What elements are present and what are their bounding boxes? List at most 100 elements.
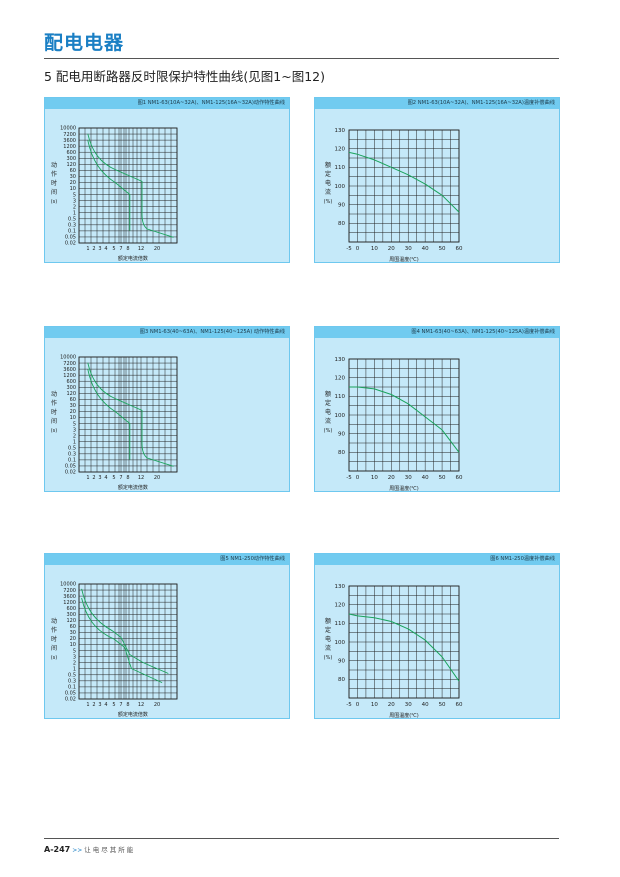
y-axis-label: 额 bbox=[325, 161, 331, 169]
chart-grid bbox=[348, 129, 460, 243]
lower-trip-curve bbox=[81, 597, 163, 684]
footer-slogan: 让电尽其所能 bbox=[84, 846, 136, 854]
y-axis-label: (%) bbox=[324, 428, 333, 434]
y-tick-label: 0.05 bbox=[65, 235, 76, 241]
y-tick-label: 600 bbox=[66, 150, 76, 156]
curve-group bbox=[81, 588, 169, 684]
y-tick-label: 120 bbox=[66, 391, 76, 397]
compensation-curve bbox=[348, 151, 460, 213]
x-tick-label: 40 bbox=[422, 475, 429, 481]
y-tick-label: 90 bbox=[338, 658, 345, 664]
y-axis-label: 电 bbox=[325, 179, 331, 187]
x-tick-label: 50 bbox=[439, 475, 446, 481]
y-tick-label: 0.5 bbox=[68, 445, 76, 451]
curve-group bbox=[87, 133, 174, 238]
y-axis-label: 时 bbox=[51, 635, 57, 643]
y-tick-label: 1200 bbox=[63, 144, 76, 150]
x-tick-label: 30 bbox=[405, 246, 412, 252]
y-axis-label: 作 bbox=[51, 399, 57, 407]
x-tick-label: 30 bbox=[405, 702, 412, 708]
x-tick-label: 50 bbox=[439, 702, 446, 708]
y-axis-label: 间 bbox=[51, 188, 57, 196]
y-tick-label: 0.1 bbox=[68, 685, 76, 691]
figure-5-panel: 图5 NM1-250动作特性曲线 10000 7200 3600 1200 600 300… bbox=[44, 553, 290, 719]
x-tick-label: -5 bbox=[346, 475, 352, 481]
figure-1-panel: 图1 NM1-63(10A~32A)、NM1-125(16A~32A)动作特性曲… bbox=[44, 97, 290, 263]
y-tick-label: 30 bbox=[70, 403, 76, 409]
y-tick-label: 120 bbox=[335, 375, 346, 381]
x-tick-label: 0 bbox=[356, 702, 360, 708]
y-axis-label: 作 bbox=[51, 626, 57, 634]
y-tick-label: 3 bbox=[73, 198, 76, 204]
y-tick-label: 20 bbox=[70, 636, 76, 642]
figure-3-panel: 图3 NM1-63(40~63A)、NM1-125(40~125A) 动作特性曲… bbox=[44, 326, 290, 492]
plot-frame bbox=[348, 358, 460, 472]
y-tick-label: 3 bbox=[73, 427, 76, 433]
y-tick-label: 120 bbox=[335, 602, 346, 608]
y-tick-label: 0.02 bbox=[65, 241, 76, 247]
x-tick-label: 40 bbox=[422, 246, 429, 252]
x-tick-label: -5 bbox=[346, 702, 352, 708]
y-tick-label: 60 bbox=[70, 624, 76, 630]
x-tick-label: 2 bbox=[92, 475, 95, 481]
x-tick-label: -5 bbox=[346, 246, 352, 252]
x-tick-label: 3 bbox=[98, 702, 101, 708]
y-tick-label: 60 bbox=[70, 168, 76, 174]
header-title: 配电电器 bbox=[44, 32, 125, 54]
y-tick-label: 1 bbox=[73, 439, 76, 445]
y-tick-label: 300 bbox=[66, 612, 76, 618]
y-axis-label: 定 bbox=[325, 626, 331, 634]
y-tick-label: 100 bbox=[335, 184, 346, 190]
y-tick-label: 0.3 bbox=[68, 452, 76, 458]
x-tick-label: 20 bbox=[154, 475, 160, 481]
x-axis-label: 额定电流倍数 bbox=[118, 484, 148, 491]
x-tick-label: 40 bbox=[422, 702, 429, 708]
y-tick-label: 0.5 bbox=[68, 672, 76, 678]
y-tick-label: 10 bbox=[70, 186, 76, 192]
x-tick-label: 1 bbox=[86, 475, 89, 481]
x-axis-label: 周围温度(℃) bbox=[389, 485, 419, 492]
figure-caption-bar: 图3 NM1-63(40~63A)、NM1-125(40~125A) 动作特性曲… bbox=[45, 327, 289, 338]
y-axis-label: (s) bbox=[51, 199, 58, 205]
y-axis-label: 额 bbox=[325, 390, 331, 398]
chart-grid bbox=[348, 358, 460, 472]
trip-curve-chart: 100007200360012006003001206030201053210.… bbox=[51, 126, 178, 262]
temperature-curve-chart: 130 120 110 100 90 80 -5 0 10 20 30 40 50 60 周围温度(℃) 额定… bbox=[324, 584, 463, 719]
y-tick-label: 1200 bbox=[63, 373, 76, 379]
trip-curve-chart: 100007200360012006003001206030201053210.… bbox=[51, 582, 178, 718]
lower-trip-curve bbox=[87, 369, 131, 460]
x-tick-label: 60 bbox=[456, 702, 463, 708]
y-axis-label: (%) bbox=[324, 199, 333, 205]
y-tick-label: 3 bbox=[73, 654, 76, 660]
y-tick-label: 5 bbox=[73, 192, 76, 198]
compensation-curve bbox=[348, 613, 460, 682]
header-rule bbox=[44, 58, 559, 59]
temperature-curve-chart: 130 120 110 100 90 80 -5 0 10 20 30 40 50 60 周围温度(℃) 额定… bbox=[324, 128, 463, 263]
figure-4-panel: 图4 NM1-63(40~63A)、NM1-125(40~125A)温度补偿曲线… bbox=[314, 326, 560, 492]
figure-caption-bar: 图1 NM1-63(10A~32A)、NM1-125(16A~32A)动作特性曲… bbox=[45, 98, 289, 109]
plot-frame bbox=[348, 585, 460, 699]
y-tick-label: 110 bbox=[335, 394, 346, 400]
y-tick-label: 0.3 bbox=[68, 679, 76, 685]
y-tick-label: 20 bbox=[70, 409, 76, 415]
x-tick-label: 5 bbox=[112, 702, 115, 708]
temperature-curve-chart: 130 120 110 100 90 80 -5 0 10 20 30 40 50 60 周围温度(℃) 额定… bbox=[324, 357, 463, 492]
y-tick-label: 100 bbox=[335, 640, 346, 646]
x-tick-label: 20 bbox=[388, 475, 395, 481]
upper-trip-curve bbox=[81, 588, 169, 674]
y-axis-label: 流 bbox=[325, 188, 331, 196]
x-tick-label: 50 bbox=[439, 246, 446, 252]
y-axis-label: 额 bbox=[325, 617, 331, 625]
x-tick-label: 8 bbox=[126, 475, 129, 481]
y-tick-label: 0.1 bbox=[68, 458, 76, 464]
x-tick-label: 10 bbox=[371, 702, 378, 708]
x-tick-label: 12 bbox=[138, 475, 144, 481]
y-tick-label: 10000 bbox=[60, 126, 76, 132]
y-tick-label: 120 bbox=[335, 146, 346, 152]
y-tick-label: 0.3 bbox=[68, 223, 76, 229]
y-tick-label: 300 bbox=[66, 156, 76, 162]
y-tick-label: 7200 bbox=[63, 132, 76, 138]
y-tick-label: 80 bbox=[338, 450, 345, 456]
y-axis-label: (s) bbox=[51, 428, 58, 434]
x-tick-label: 10 bbox=[371, 475, 378, 481]
